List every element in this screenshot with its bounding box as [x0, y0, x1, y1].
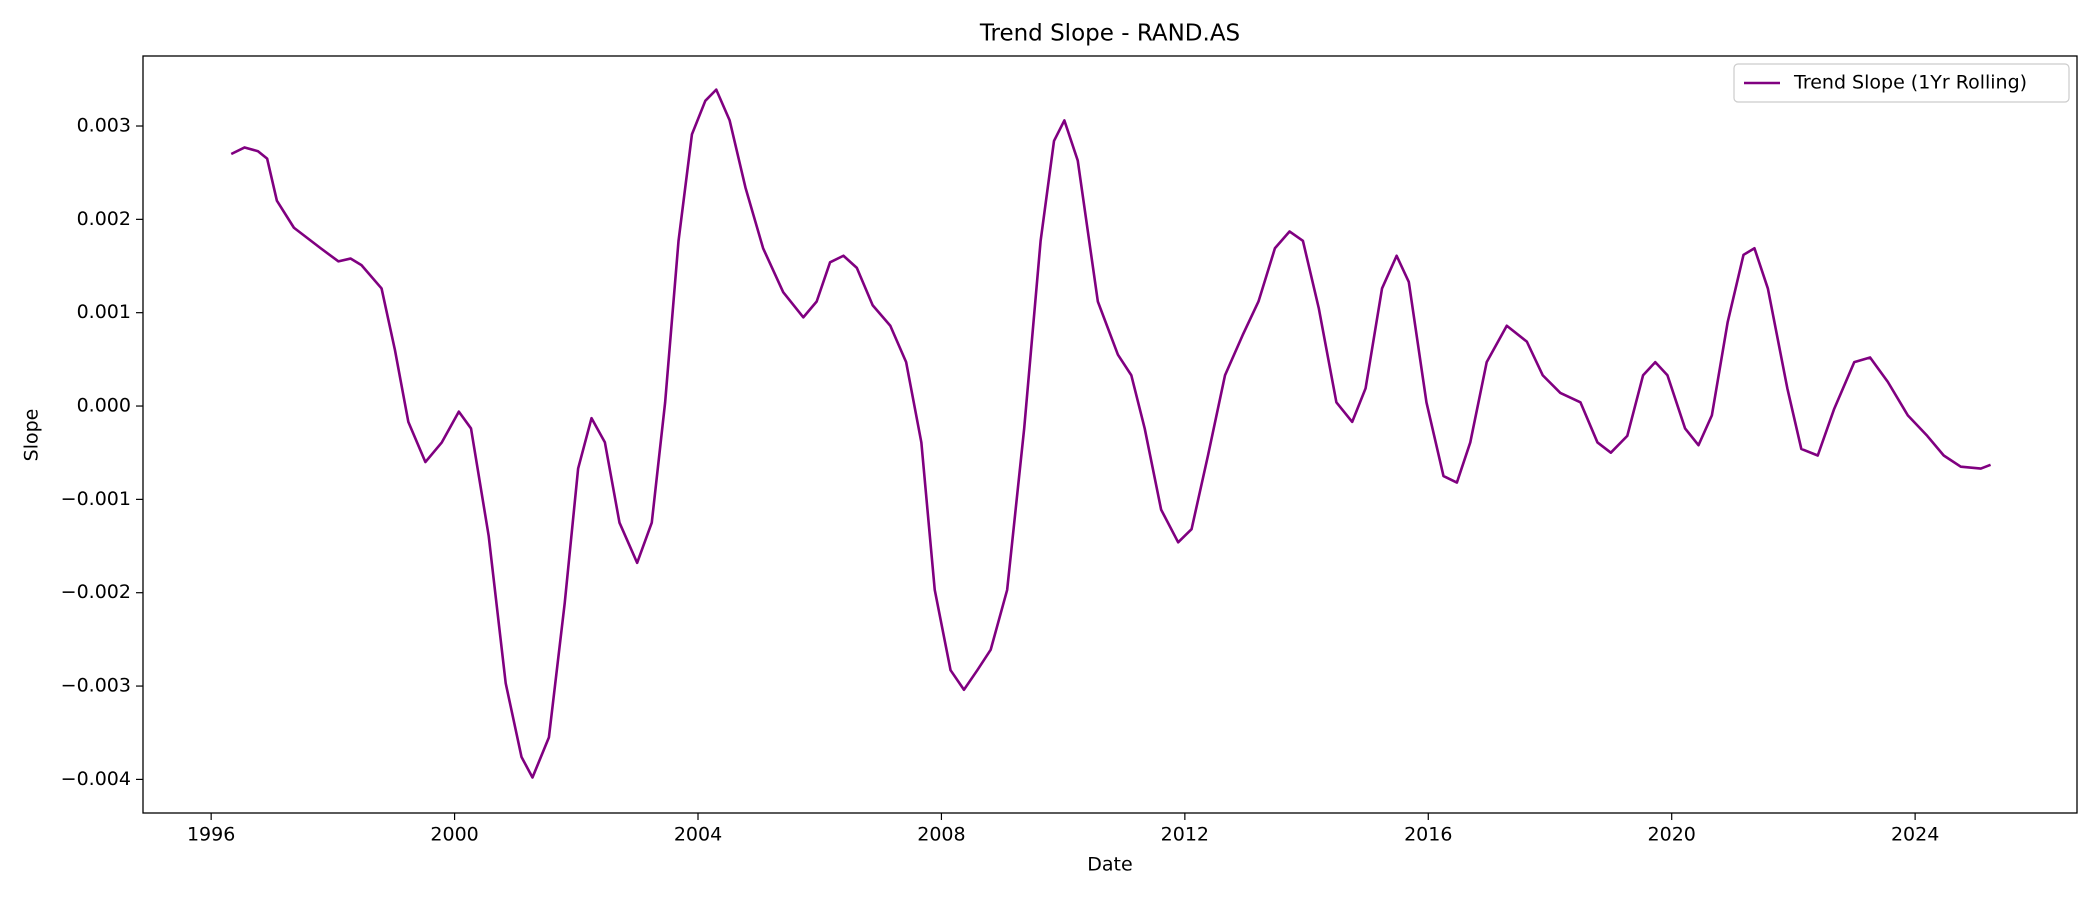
series-line	[230, 88, 1992, 779]
y-axis-label: Slope	[21, 409, 43, 462]
x-tick-label: 1996	[187, 824, 235, 846]
legend-label: Trend Slope (1Yr Rolling)	[1793, 72, 2027, 94]
y-tick-label: 0.001	[77, 301, 131, 323]
y-tick-label: 0.002	[77, 208, 131, 230]
y-tick-label: 0.003	[77, 115, 131, 137]
x-tick-label: 2000	[430, 824, 478, 846]
x-tick-label: 2012	[1161, 824, 1209, 846]
y-tick-label: −0.004	[61, 768, 131, 790]
legend-box	[1733, 63, 2070, 103]
x-tick-label: 2016	[1404, 824, 1452, 846]
y-tick-label: −0.003	[61, 675, 131, 697]
x-tick-label: 2004	[674, 824, 722, 846]
y-tick-label: 0.000	[77, 395, 131, 417]
x-tick-label: 2024	[1891, 824, 1939, 846]
y-tick-label: −0.002	[61, 581, 131, 603]
chart-title: Trend Slope - RAND.AS	[979, 21, 1240, 47]
x-tick-label: 2020	[1648, 824, 1696, 846]
x-axis-label: Date	[1087, 854, 1132, 876]
y-tick-label: −0.001	[61, 488, 131, 510]
plot-frame	[142, 55, 2078, 814]
x-tick-label: 2008	[917, 824, 965, 846]
